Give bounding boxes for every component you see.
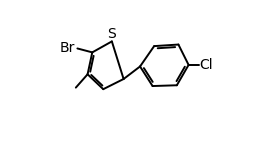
Text: Cl: Cl: [200, 58, 213, 72]
Text: S: S: [107, 27, 116, 41]
Text: Br: Br: [60, 41, 75, 55]
